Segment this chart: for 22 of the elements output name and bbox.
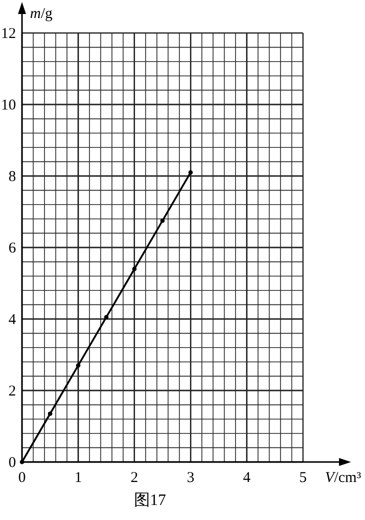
y-axis-title: m/g — [30, 6, 54, 22]
y-tick-label: 2 — [8, 384, 16, 400]
y-tick-label: 8 — [8, 169, 16, 185]
point — [48, 412, 52, 416]
point — [188, 170, 193, 175]
point — [76, 363, 80, 368]
point — [160, 218, 165, 223]
y-tick-label: 12 — [1, 26, 16, 42]
x-tick-label: 5 — [299, 470, 307, 486]
x-tick-label: 3 — [186, 470, 194, 486]
point — [104, 315, 108, 320]
y-tick-label: 4 — [8, 312, 16, 328]
y-tick-label: 6 — [8, 240, 16, 256]
y-tick-label: 0 — [8, 455, 16, 471]
point — [20, 460, 24, 464]
x-tick-label: 1 — [74, 470, 82, 486]
point — [132, 266, 137, 272]
x-axis-title: V/cm³ — [325, 470, 362, 486]
x-tick-label: 4 — [243, 470, 252, 486]
caption: 图17 — [134, 492, 166, 509]
x-tick-label: 2 — [130, 470, 138, 486]
y-tick-label: 10 — [1, 98, 16, 114]
